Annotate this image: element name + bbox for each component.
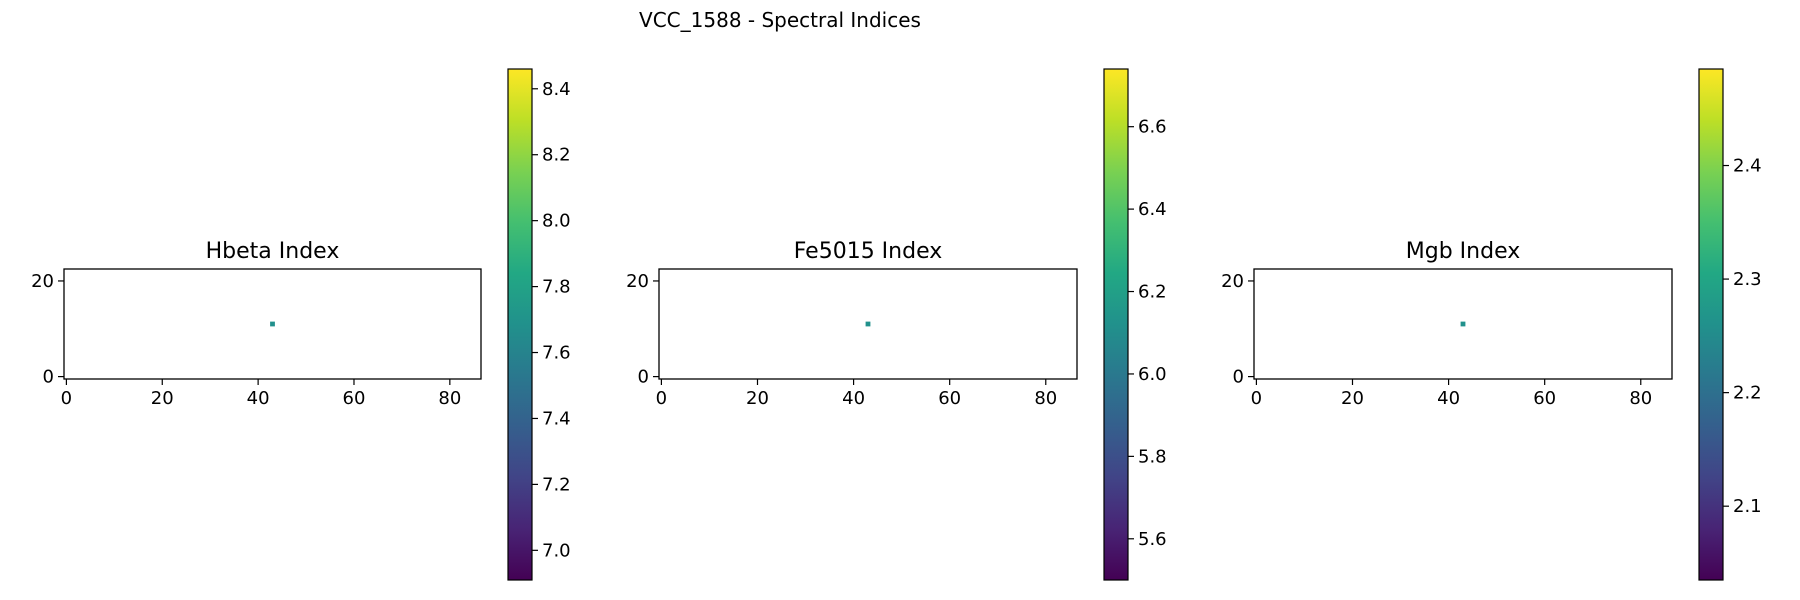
colorbar-tick-label: 6.2 (1138, 282, 1167, 303)
colorbar-frame (1698, 68, 1724, 581)
colorbar-tick-label: 2.1 (1733, 496, 1762, 517)
colorbar-tick-label: 8.2 (542, 145, 571, 166)
subplot-title: Fe5015 Index (794, 239, 943, 264)
colorbar-frame (1103, 68, 1129, 581)
axes-frame (658, 268, 1078, 380)
data-pixel (1460, 321, 1466, 327)
x-tick-label: 20 (151, 388, 174, 409)
x-tick-label: 60 (938, 388, 961, 409)
colorbar-tick-label: 2.4 (1733, 156, 1762, 177)
y-tick-label: 20 (31, 271, 54, 292)
colorbar-tick-label: 6.4 (1138, 199, 1167, 220)
y-tick-label: 0 (638, 367, 649, 388)
x-tick-label: 0 (61, 388, 72, 409)
x-tick-label: 80 (1629, 388, 1652, 409)
colorbar-tick-label: 7.2 (542, 474, 571, 495)
colorbar-tick-label: 5.6 (1138, 529, 1167, 550)
colorbar-tick-label: 7.8 (542, 277, 571, 298)
x-tick-label: 40 (842, 388, 865, 409)
colorbar-tick-label: 6.0 (1138, 364, 1167, 385)
x-tick-label: 20 (1341, 388, 1364, 409)
subplot-2: Fe5015 Index 0 20 40 60 80 0 20 5.6 5.8 6.0 6.2 6.4 6… (626, 68, 1167, 581)
x-tick-label: 80 (438, 388, 461, 409)
figure-title: VCC_1588 - Spectral Indices (639, 8, 921, 32)
x-tick-label: 0 (1251, 388, 1262, 409)
subplot-title: Mgb Index (1406, 239, 1520, 264)
axes-frame (63, 268, 482, 380)
colorbar (508, 69, 532, 580)
y-tick-label: 0 (43, 367, 54, 388)
colorbar-tick-label: 7.6 (542, 343, 571, 364)
colorbar-tick-label: 8.4 (542, 79, 571, 100)
colorbar-tick-label: 5.8 (1138, 446, 1167, 467)
x-tick-label: 80 (1034, 388, 1057, 409)
axes-frame (1253, 268, 1673, 380)
y-tick-label: 20 (1221, 271, 1244, 292)
colorbar-tick-label: 2.3 (1733, 269, 1762, 290)
x-tick-label: 60 (343, 388, 366, 409)
y-tick-label: 20 (626, 271, 649, 292)
x-tick-label: 0 (656, 388, 667, 409)
y-tick-label: 0 (1233, 367, 1244, 388)
subplot-1: Hbeta Index 0 20 40 60 80 0 20 7.0 7.2 7.4 7.6 7.8 8.… (31, 68, 571, 581)
colorbar-tick-label: 6.6 (1138, 117, 1167, 138)
colorbar-tick-label: 8.0 (542, 211, 571, 232)
colorbar-tick-label: 7.0 (542, 540, 571, 561)
x-tick-label: 20 (746, 388, 769, 409)
x-tick-label: 40 (247, 388, 270, 409)
colorbar-tick-label: 7.4 (542, 408, 571, 429)
colorbar-tick-label: 2.2 (1733, 383, 1762, 404)
subplot-3: Mgb Index 0 20 40 60 80 0 20 2.1 2.2 2.3 2.4 (1221, 68, 1762, 581)
data-pixel (865, 321, 871, 327)
data-pixel (270, 321, 275, 327)
colorbar-frame (507, 68, 533, 581)
x-tick-label: 40 (1437, 388, 1460, 409)
subplot-title: Hbeta Index (206, 239, 340, 264)
colorbar (1104, 69, 1128, 580)
x-tick-label: 60 (1533, 388, 1556, 409)
colorbar (1699, 69, 1723, 580)
